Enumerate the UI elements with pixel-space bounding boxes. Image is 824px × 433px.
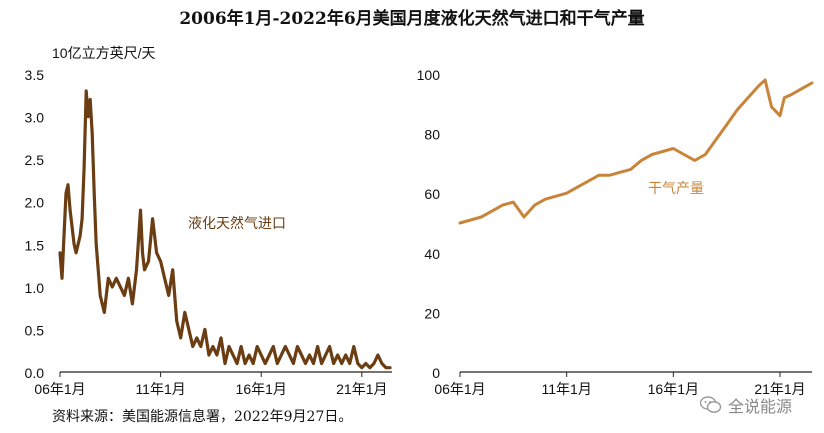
lng-import-chart: 0.0 0.5 1.0 1.5 2.0 2.5 3.0 3.5 06年1月 11年1月 16年1月 2… bbox=[25, 45, 392, 397]
y-tick-label: 0 bbox=[432, 365, 440, 381]
watermark: 全说能源 bbox=[700, 393, 820, 417]
y-tick-label: 3.0 bbox=[25, 110, 45, 126]
y-tick-label: 1.0 bbox=[25, 280, 45, 296]
x-tick-label: 16年1月 bbox=[648, 381, 699, 397]
x-tick-label: 21年1月 bbox=[754, 381, 805, 397]
y-tick-label: 100 bbox=[417, 67, 441, 83]
x-tick-label: 11年1月 bbox=[135, 381, 185, 397]
y-tick-label: 0.0 bbox=[25, 365, 45, 381]
series-label: 干气产量 bbox=[648, 180, 704, 196]
x-tick-label: 06年1月 bbox=[34, 381, 85, 397]
y-tick-label: 80 bbox=[424, 127, 440, 143]
x-tick-label: 11年1月 bbox=[542, 381, 592, 397]
x-tick-label: 16年1月 bbox=[236, 381, 287, 397]
wechat-icon bbox=[700, 396, 722, 413]
series-line bbox=[58, 89, 392, 370]
y-tick-label: 20 bbox=[424, 305, 440, 321]
series-label: 液化天然气进口 bbox=[188, 215, 286, 231]
y-tick-label: 2.0 bbox=[25, 195, 45, 211]
watermark-text: 全说能源 bbox=[728, 397, 793, 416]
series-line bbox=[458, 78, 814, 225]
x-tick-label: 06年1月 bbox=[434, 381, 485, 397]
y-tick-label: 2.5 bbox=[25, 152, 45, 168]
dry-gas-production-chart: 0 20 40 60 80 100 06年1月 11年1月 16年1月 21年1月 干气产量 bbox=[417, 67, 814, 397]
y-tick-label: 3.5 bbox=[25, 67, 45, 83]
y-tick-label: 0.5 bbox=[25, 322, 45, 338]
y-tick-label: 40 bbox=[424, 246, 440, 262]
y-axis-title: 10亿立方英尺/天 bbox=[52, 45, 155, 61]
y-tick-label: 1.5 bbox=[25, 237, 45, 253]
y-tick-label: 60 bbox=[424, 186, 440, 202]
source-note: 资料来源：美国能源信息署，2022年9月27日。 bbox=[52, 409, 353, 425]
x-tick-label: 21年1月 bbox=[336, 381, 387, 397]
chart-title: 2006年1月-2022年6月美国月度液化天然气进口和干气产量 bbox=[179, 9, 645, 29]
